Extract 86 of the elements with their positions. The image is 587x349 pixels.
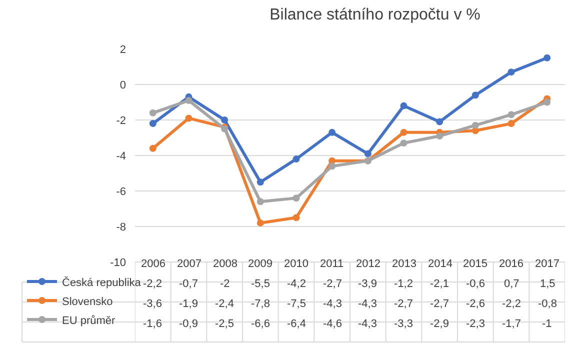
x-tick-label: 2007 [177, 258, 202, 270]
data-label: -2,9 [430, 318, 449, 330]
data-label: -4,3 [358, 298, 377, 310]
data-label: 0,7 [504, 278, 520, 290]
data-label: -1,7 [502, 318, 521, 330]
data-label: -4,3 [358, 318, 377, 330]
point [292, 156, 300, 163]
point [544, 54, 551, 62]
point [508, 120, 515, 128]
data-label: -2,1 [430, 278, 449, 290]
x-tick-label: 2011 [320, 258, 344, 270]
point [508, 68, 515, 76]
point [185, 96, 192, 104]
data-label: -4,3 [323, 298, 342, 310]
point [221, 116, 228, 124]
legend-label: Slovensko [62, 296, 113, 308]
point [400, 102, 408, 110]
point [256, 219, 264, 226]
y-tick-label: -8 [116, 221, 126, 234]
y-tick-label: 2 [120, 44, 126, 56]
data-label: -2,5 [215, 318, 234, 330]
data-label: -0,6 [466, 278, 485, 290]
data-label: -1,6 [143, 318, 162, 330]
point [472, 122, 479, 129]
point [436, 132, 444, 140]
y-tick-label: -2 [116, 114, 126, 127]
data-label: -5,5 [251, 278, 270, 290]
x-tick-label: 2014 [428, 258, 452, 270]
point [400, 140, 408, 147]
data-label: -2,2 [502, 298, 521, 310]
point [364, 150, 372, 158]
data-label: -3,3 [394, 318, 413, 330]
point [400, 128, 408, 136]
x-tick-label: 2008 [213, 258, 238, 270]
data-label: 1,5 [540, 278, 556, 290]
data-label: -2,7 [430, 298, 449, 310]
point [508, 111, 515, 118]
point [292, 194, 300, 202]
data-label: -6,4 [287, 318, 306, 330]
x-tick-label: 2010 [284, 258, 308, 270]
chart-title: Bilance státního rozpočtu v % [270, 6, 480, 24]
point [292, 214, 300, 222]
legend-label: EU průměr [62, 314, 116, 327]
x-tick-label: 2012 [356, 258, 380, 270]
point [256, 198, 264, 206]
data-label: -2,7 [323, 278, 342, 290]
x-tick-label: 2009 [248, 258, 272, 270]
y-tick-label: -4 [116, 150, 126, 162]
point [149, 109, 156, 116]
y-tick-label: 0 [120, 79, 126, 92]
point [149, 144, 156, 152]
x-tick-label: 2017 [535, 258, 560, 270]
x-tick-label: 2016 [499, 258, 524, 270]
data-label: -1 [542, 318, 552, 330]
point [436, 118, 444, 126]
y-tick-label: -6 [116, 186, 126, 198]
data-label: -2,2 [143, 278, 162, 290]
data-label: -2,7 [394, 298, 413, 310]
data-label: -2,4 [215, 298, 234, 310]
data-label: -0,9 [179, 318, 198, 330]
data-label: -3,9 [358, 278, 377, 290]
point [328, 162, 336, 170]
data-label: -7,8 [251, 298, 270, 310]
point [328, 128, 336, 136]
data-label: -0,8 [538, 298, 557, 310]
data-label: -3,6 [143, 298, 162, 310]
data-label: -1,2 [394, 278, 413, 290]
point [185, 114, 192, 122]
data-label: -2,3 [466, 318, 485, 330]
legend-label: Česká republika [62, 276, 142, 289]
data-label: -4,2 [287, 278, 306, 290]
x-tick-label: 2013 [392, 258, 416, 270]
point [149, 120, 156, 128]
data-label: -0,7 [179, 278, 198, 290]
data-label: -6,6 [251, 318, 270, 330]
data-label: -4,6 [323, 318, 342, 330]
data-label: -1,9 [179, 298, 198, 310]
point [544, 98, 551, 106]
data-label: -7,5 [287, 298, 306, 310]
point [256, 178, 264, 186]
data-label: -2 [220, 278, 230, 290]
x-tick-label: 2006 [141, 258, 166, 270]
data-label: -2,6 [466, 298, 485, 310]
point [472, 92, 479, 99]
y-tick-label: -10 [110, 256, 126, 269]
x-tick-label: 2015 [463, 258, 488, 270]
